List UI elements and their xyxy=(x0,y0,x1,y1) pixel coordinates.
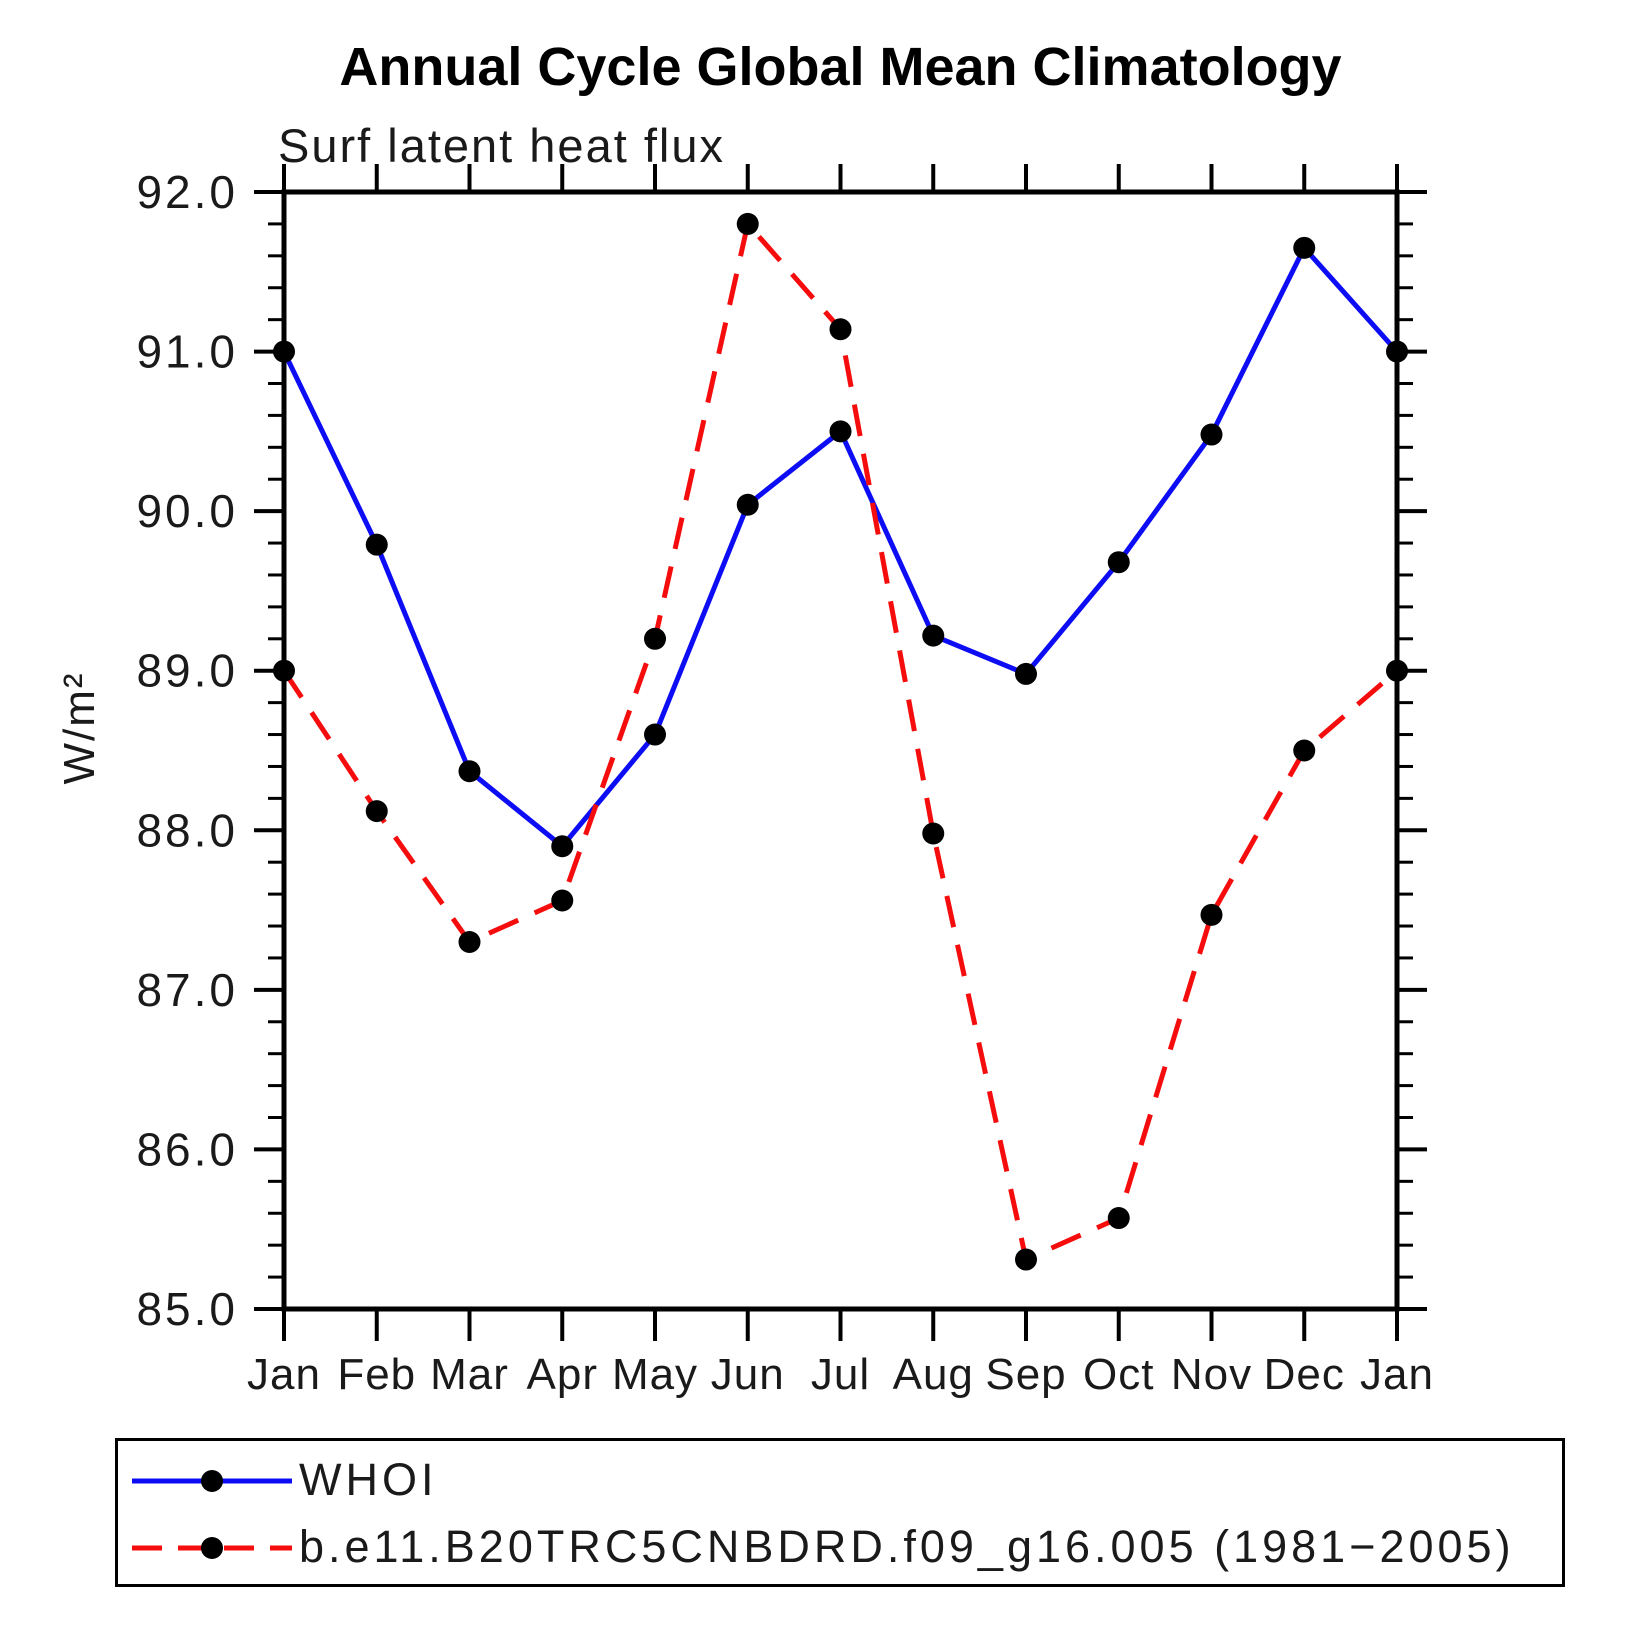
y-tick-label: 88.0 xyxy=(136,804,238,856)
y-tick-label: 85.0 xyxy=(136,1283,238,1335)
data-point-model-2 xyxy=(458,930,481,953)
x-tick-label: Dec xyxy=(1264,1350,1345,1399)
x-tick-label: May xyxy=(612,1350,698,1399)
whoi-line-sample-icon xyxy=(132,1470,292,1492)
data-point-whoi-8 xyxy=(1015,662,1037,685)
x-tick-label: Jan xyxy=(247,1350,321,1399)
plot-frame xyxy=(281,189,1400,1312)
data-point-whoi-9 xyxy=(1107,551,1130,574)
data-point-whoi-1 xyxy=(365,533,388,556)
data-point-model-11 xyxy=(1293,739,1316,762)
x-tick-label: Jun xyxy=(711,1350,785,1399)
data-point-model-4 xyxy=(644,627,666,650)
x-tick-label: Sep xyxy=(985,1350,1066,1399)
legend: WHOI b.e11.B20TRC5CNBDRD.f09_g16.005 (19… xyxy=(115,1438,1565,1587)
x-tick-label: Jan xyxy=(1360,1350,1434,1399)
y-tick-label: 90.0 xyxy=(136,485,238,537)
data-point-model-5 xyxy=(736,212,759,235)
x-tick-label: Oct xyxy=(1083,1350,1154,1399)
data-point-whoi-10 xyxy=(1200,423,1223,446)
data-point-model-7 xyxy=(922,822,945,845)
data-point-model-9 xyxy=(1107,1207,1130,1230)
data-point-model-3 xyxy=(551,889,574,912)
data-point-whoi-4 xyxy=(644,723,666,746)
data-point-model-8 xyxy=(1015,1248,1037,1271)
x-tick-label: Nov xyxy=(1171,1350,1252,1399)
y-tick-label: 89.0 xyxy=(136,645,238,697)
legend-label-model: b.e11.B20TRC5CNBDRD.f09_g16.005 (1981−20… xyxy=(299,1520,1515,1572)
chart-subtitle: Surf latent heat flux xyxy=(278,119,725,172)
legend-label-whoi: WHOI xyxy=(299,1453,438,1505)
data-point-whoi-5 xyxy=(736,493,759,516)
data-point-whoi-11 xyxy=(1293,236,1316,259)
data-point-whoi-6 xyxy=(829,420,852,443)
y-tick-label: 91.0 xyxy=(136,326,238,378)
x-tick-label: Aug xyxy=(893,1350,974,1399)
data-point-whoi-7 xyxy=(922,624,945,647)
series-line-model xyxy=(281,218,1399,1264)
y-tick-label: 87.0 xyxy=(136,964,238,1016)
data-point-model-12 xyxy=(1386,659,1408,682)
chart-title: Annual Cycle Global Mean Climatology xyxy=(339,37,1342,97)
data-point-model-1 xyxy=(365,800,388,823)
data-point-model-0 xyxy=(273,659,295,682)
model-line-sample-icon xyxy=(132,1537,292,1559)
x-tick-label: Feb xyxy=(337,1350,416,1399)
data-point-whoi-0 xyxy=(273,340,295,363)
data-point-model-6 xyxy=(829,318,852,341)
legend-row-model: b.e11.B20TRC5CNBDRD.f09_g16.005 (1981−20… xyxy=(118,1520,1562,1576)
legend-row-whoi: WHOI xyxy=(118,1453,1562,1509)
data-point-whoi-12 xyxy=(1386,340,1408,363)
x-tick-label: Mar xyxy=(430,1350,509,1399)
data-point-model-10 xyxy=(1200,903,1223,926)
y-tick-label: 86.0 xyxy=(136,1123,238,1175)
y-tick-label: 92.0 xyxy=(136,166,238,218)
data-point-whoi-2 xyxy=(458,760,481,783)
x-tick-label: Apr xyxy=(527,1350,598,1399)
data-point-whoi-3 xyxy=(551,835,574,858)
x-tick-label: Jul xyxy=(811,1350,870,1399)
